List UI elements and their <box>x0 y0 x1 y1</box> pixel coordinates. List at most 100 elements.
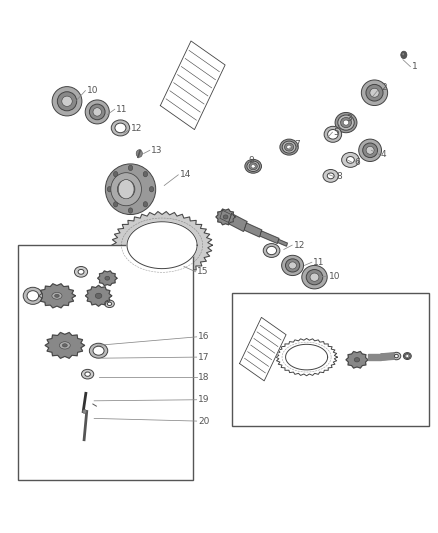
Circle shape <box>128 208 133 213</box>
Ellipse shape <box>93 108 102 116</box>
Ellipse shape <box>105 276 110 280</box>
Ellipse shape <box>327 173 334 179</box>
Ellipse shape <box>289 262 297 269</box>
Ellipse shape <box>366 84 383 101</box>
Text: 12: 12 <box>131 125 143 133</box>
Ellipse shape <box>52 293 62 299</box>
Circle shape <box>401 51 407 59</box>
Bar <box>232 293 429 426</box>
Ellipse shape <box>89 343 108 358</box>
Text: 11: 11 <box>313 258 325 266</box>
Ellipse shape <box>57 92 77 111</box>
Circle shape <box>136 150 142 157</box>
Ellipse shape <box>359 139 381 161</box>
Ellipse shape <box>267 246 276 255</box>
Ellipse shape <box>111 120 130 136</box>
Ellipse shape <box>361 80 388 106</box>
Polygon shape <box>276 338 337 376</box>
Ellipse shape <box>286 259 300 272</box>
Ellipse shape <box>324 126 342 142</box>
Polygon shape <box>112 212 212 279</box>
Circle shape <box>143 201 148 207</box>
Ellipse shape <box>62 344 67 347</box>
Ellipse shape <box>328 130 338 139</box>
Ellipse shape <box>78 269 84 274</box>
Ellipse shape <box>302 265 327 289</box>
Text: 1: 1 <box>412 62 417 71</box>
Text: 6: 6 <box>354 158 360 167</box>
Circle shape <box>143 172 148 177</box>
Ellipse shape <box>105 164 156 214</box>
Text: 10: 10 <box>87 86 98 95</box>
Polygon shape <box>278 239 287 246</box>
Ellipse shape <box>23 287 42 304</box>
Text: 3: 3 <box>346 114 352 123</box>
Ellipse shape <box>338 115 354 130</box>
Ellipse shape <box>117 180 135 198</box>
Ellipse shape <box>74 266 88 277</box>
Text: 17: 17 <box>198 353 209 361</box>
Ellipse shape <box>60 342 70 349</box>
Ellipse shape <box>62 96 72 107</box>
Text: 8: 8 <box>336 173 342 181</box>
Ellipse shape <box>282 141 296 153</box>
Ellipse shape <box>323 169 338 182</box>
Ellipse shape <box>392 352 401 360</box>
Polygon shape <box>39 284 75 308</box>
Polygon shape <box>127 222 197 269</box>
Circle shape <box>113 201 118 207</box>
Ellipse shape <box>403 353 411 359</box>
Ellipse shape <box>263 244 280 257</box>
Ellipse shape <box>85 372 90 376</box>
Ellipse shape <box>247 161 259 172</box>
Ellipse shape <box>82 409 87 414</box>
Polygon shape <box>260 231 279 244</box>
Ellipse shape <box>105 300 114 308</box>
Ellipse shape <box>341 118 352 127</box>
Polygon shape <box>220 211 231 222</box>
Ellipse shape <box>346 157 354 163</box>
Ellipse shape <box>107 302 112 305</box>
Text: 12: 12 <box>293 241 305 249</box>
Polygon shape <box>85 286 112 306</box>
Ellipse shape <box>370 88 379 97</box>
Ellipse shape <box>306 270 323 285</box>
Ellipse shape <box>285 143 293 151</box>
Polygon shape <box>346 352 368 368</box>
Ellipse shape <box>354 358 360 362</box>
Text: 18: 18 <box>198 373 209 382</box>
Polygon shape <box>228 214 247 231</box>
Ellipse shape <box>52 86 82 116</box>
Ellipse shape <box>85 100 110 124</box>
Ellipse shape <box>342 152 359 167</box>
Ellipse shape <box>95 293 102 298</box>
Text: 16: 16 <box>198 333 209 341</box>
Polygon shape <box>286 344 328 370</box>
Ellipse shape <box>310 273 319 281</box>
Polygon shape <box>240 317 286 381</box>
Circle shape <box>403 53 404 55</box>
Ellipse shape <box>280 139 298 155</box>
Polygon shape <box>368 354 381 360</box>
Ellipse shape <box>223 215 228 219</box>
Ellipse shape <box>89 104 105 120</box>
Text: 14: 14 <box>180 171 191 179</box>
Text: 4: 4 <box>381 150 387 159</box>
Circle shape <box>107 187 112 192</box>
Ellipse shape <box>27 290 39 301</box>
Text: 19: 19 <box>198 395 209 404</box>
Ellipse shape <box>55 294 59 297</box>
Bar <box>18 245 193 480</box>
Text: 9: 9 <box>249 157 254 165</box>
Ellipse shape <box>406 354 409 358</box>
Text: 10: 10 <box>328 272 340 280</box>
Text: 2: 2 <box>381 84 387 92</box>
Ellipse shape <box>405 353 410 359</box>
Ellipse shape <box>343 120 349 125</box>
Ellipse shape <box>335 112 357 133</box>
Circle shape <box>149 187 154 192</box>
Text: 15: 15 <box>197 268 208 276</box>
Ellipse shape <box>249 163 257 170</box>
Ellipse shape <box>93 346 104 355</box>
Ellipse shape <box>282 255 304 276</box>
